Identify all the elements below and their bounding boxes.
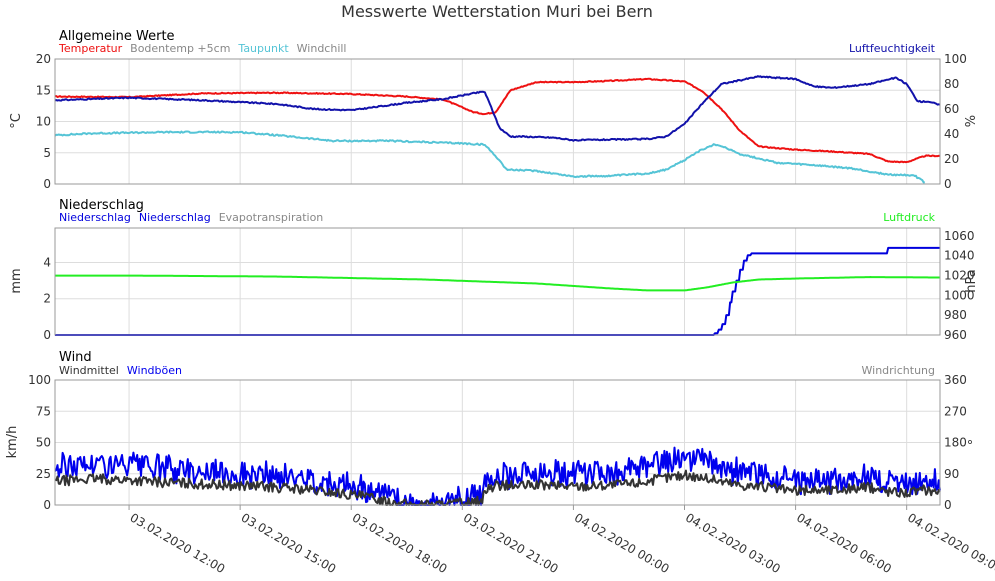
ytick-right-label: 960 (944, 328, 967, 342)
ytick-left-label: 15 (36, 83, 51, 97)
xtick-label: 04.02.2020 09:00 (905, 510, 995, 576)
ytick-right-label: 1020 (944, 269, 975, 283)
ytick-left-label: 0 (43, 498, 51, 512)
ytick-left-label: 100 (28, 373, 51, 387)
series-taupunkt (54, 130, 925, 184)
legend-item[interactable]: Windrichtung (862, 364, 935, 377)
ytick-left-label: 10 (36, 115, 51, 129)
ytick-left-label: 5 (43, 146, 51, 160)
ytick-left-label: 20 (36, 52, 51, 66)
ytick-right-label: 100 (944, 52, 967, 66)
ylabel-left-wind: km/h (5, 426, 20, 459)
ytick-left-label: 75 (36, 404, 51, 418)
ytick-left-label: 0 (43, 328, 51, 342)
panel-allgemeine-werte: Allgemeine Werte Temperatur Bodentemp +5c… (9, 29, 979, 191)
ylabel-right-allgemeine-werte: % (964, 115, 979, 127)
legend-item[interactable]: Windchill (297, 42, 347, 55)
panel-title-wind: Wind (59, 350, 92, 365)
ylabel-right-niederschlag: hPa (964, 269, 979, 292)
series-luftfeuchtigkeit (54, 75, 941, 142)
plot-frame (54, 58, 941, 185)
chart-title: Messwerte Wetterstation Muri bei Bern (341, 2, 653, 21)
ytick-right-label: 1040 (944, 249, 975, 263)
legend-item[interactable]: Taupunkt (237, 42, 289, 55)
xtick-label: 04.02.2020 03:00 (683, 510, 783, 576)
legend-right-wind: Windrichtung (862, 364, 935, 377)
ytick-right-label: 60 (944, 102, 959, 116)
panel-niederschlag: Niederschlag Niederschlag Niederschlag Eva… (9, 198, 979, 342)
legend-item[interactable]: Niederschlag (139, 211, 211, 224)
xtick-label: 03.02.2020 21:00 (461, 510, 561, 576)
xtick-label: 04.02.2020 00:00 (572, 510, 672, 576)
legend-item[interactable]: Niederschlag (59, 211, 131, 224)
ytick-right-label: 20 (944, 152, 959, 166)
ytick-left-label: 2 (43, 292, 51, 306)
ytick-left-label: 25 (36, 467, 51, 481)
legend-item[interactable]: Bodentemp +5cm (130, 42, 230, 55)
ylabel-left-niederschlag: mm (9, 268, 24, 293)
ylabel-left-allgemeine-werte: °C (9, 113, 24, 129)
panel-wind: Wind Windmittel Windböen Windrichtung km/… (5, 350, 982, 512)
ytick-right-label: 980 (944, 308, 967, 322)
ytick-right-label: 80 (944, 77, 959, 91)
ytick-right-label: 270 (944, 404, 967, 418)
ytick-right-label: 40 (944, 127, 959, 141)
legend-right-allgemeine-werte: Luftfeuchtigkeit (849, 42, 936, 55)
xtick-label: 03.02.2020 12:00 (128, 510, 228, 576)
legend-wind: Windmittel Windböen (59, 364, 182, 377)
ytick-right-label: 360 (944, 373, 967, 387)
ytick-right-label: 1060 (944, 229, 975, 243)
legend-item[interactable]: Luftdruck (883, 211, 935, 224)
ytick-right-label: 180 (944, 436, 967, 450)
xtick-label: 04.02.2020 06:00 (794, 510, 894, 576)
xtick-label: 03.02.2020 15:00 (239, 510, 339, 576)
plot-frame (54, 379, 941, 506)
series-windb-en (54, 446, 941, 506)
ytick-left-label: 4 (43, 255, 51, 269)
plot-frame (54, 227, 941, 336)
ylabel-right-wind: ° (967, 439, 982, 446)
legend-right-niederschlag: Luftdruck (883, 211, 935, 224)
legend-item[interactable]: Windböen (127, 364, 182, 377)
ytick-right-label: 0 (944, 177, 952, 191)
legend-item[interactable]: Windmittel (59, 364, 119, 377)
legend-item[interactable]: Luftfeuchtigkeit (849, 42, 936, 55)
x-axis: 03.02.2020 12:00 03.02.2020 15:00 03.02.20… (128, 505, 995, 576)
ytick-left-label: 0 (43, 177, 51, 191)
legend-item[interactable]: Evapotranspiration (219, 211, 324, 224)
series-niederschlag (55, 246, 940, 336)
panel-title-allgemeine-werte: Allgemeine Werte (59, 29, 175, 44)
xtick-label: 03.02.2020 18:00 (350, 510, 450, 576)
legend-allgemeine-werte: Temperatur Bodentemp +5cm Taupunkt Windchil… (58, 42, 347, 55)
panel-title-niederschlag: Niederschlag (59, 198, 144, 213)
series-temperatur (55, 77, 941, 164)
series-luftdruck (55, 274, 940, 292)
ytick-right-label: 0 (944, 498, 952, 512)
legend-item[interactable]: Temperatur (58, 42, 123, 55)
legend-niederschlag: Niederschlag Niederschlag Evapotranspirati… (59, 211, 323, 224)
series-windmittel (54, 469, 941, 506)
ytick-left-label: 50 (36, 436, 51, 450)
ytick-right-label: 90 (944, 467, 959, 481)
ytick-right-label: 1000 (944, 288, 975, 302)
